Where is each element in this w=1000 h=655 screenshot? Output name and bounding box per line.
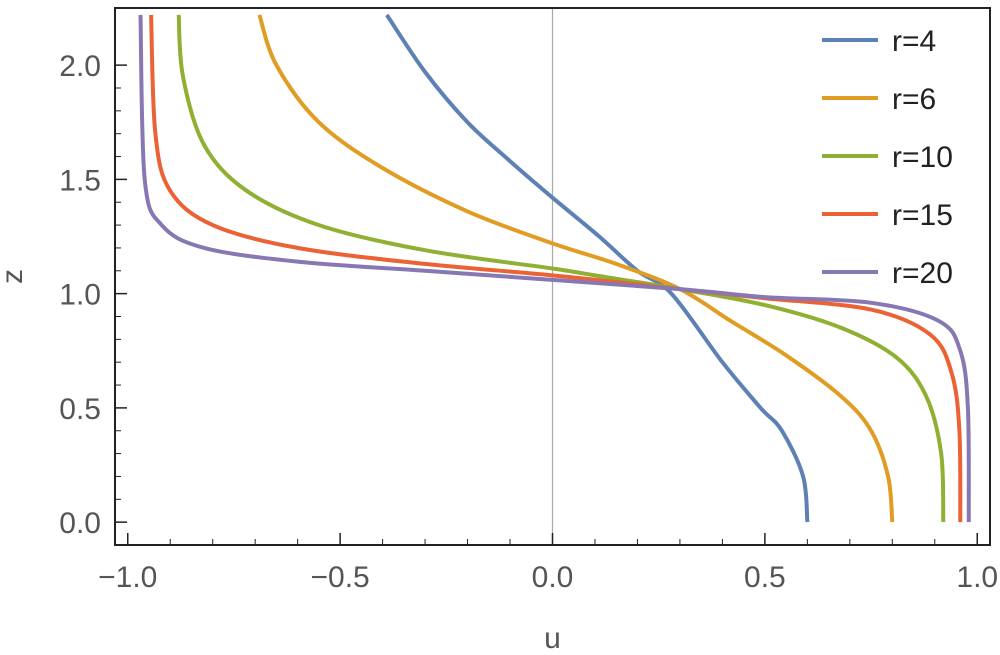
y-tick-label: 0.0 [59, 507, 101, 540]
y-tick-label: 0.5 [59, 393, 101, 426]
x-tick-label: 1.0 [956, 561, 998, 594]
x-tick-label: −0.5 [311, 561, 370, 594]
legend-label: r=20 [892, 257, 953, 290]
series-line-r=4 [385, 13, 810, 523]
plot-area: −1.0 −0.5 0.0 0.5 1.0 0.0 0.5 1.0 1.5 2.0 [59, 7, 998, 594]
legend-label: r=6 [892, 83, 936, 116]
legend-label: r=4 [892, 25, 936, 58]
y-tick-label: 1.5 [59, 164, 101, 197]
x-tick-label: 0.0 [532, 561, 574, 594]
series-line-r=10 [176, 14, 946, 523]
x-tick-label: 0.5 [744, 561, 786, 594]
legend-label: r=15 [892, 199, 953, 232]
y-axis-title: z [0, 269, 29, 284]
series-line-r=15 [149, 14, 963, 523]
series-line-r=20 [138, 14, 971, 523]
y-tick-label: 1.0 [59, 279, 101, 312]
series-layer [138, 13, 971, 523]
x-tick-label: −1.0 [98, 561, 157, 594]
y-axis: 0.0 0.5 1.0 1.5 2.0 [59, 50, 127, 540]
legend: r=4 r=6 r=10 r=15 r=20 [822, 25, 953, 290]
series-line-r=6 [257, 14, 895, 523]
y-tick-label: 2.0 [59, 50, 101, 83]
x-axis: −1.0 −0.5 0.0 0.5 1.0 [98, 533, 998, 594]
legend-label: r=10 [892, 141, 953, 174]
x-axis-title: u [544, 622, 561, 655]
